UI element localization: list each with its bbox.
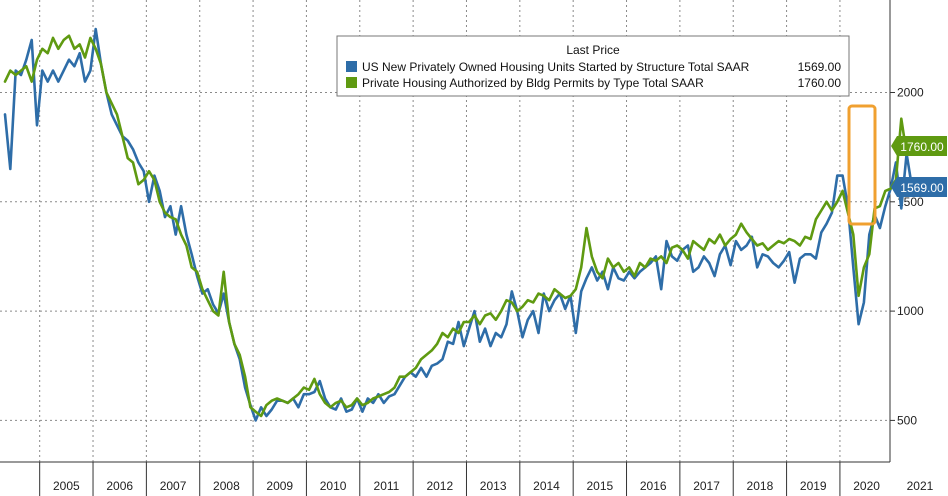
x-tick-label-2008: 2008 [213,479,240,493]
x-tick-label-2018: 2018 [747,479,774,493]
legend-title: Last Price [566,43,620,57]
x-tick-label-2009: 2009 [266,479,293,493]
y-tick-label-1000: 1000 [897,304,924,318]
x-tick-label-2012: 2012 [426,479,453,493]
x-tick-label-2019: 2019 [800,479,827,493]
legend-box [336,35,850,97]
x-tick-label-2011: 2011 [374,479,400,493]
x-tick-label-2007: 2007 [160,479,187,493]
last-value-badge-permits: 1760.00 [891,136,947,156]
x-axis: 2005 2006 2007 2008 2009 2010 2011 2012 2013 2014… [0,461,934,496]
badge-starts-value: 1569.00 [900,181,944,195]
legend-label-permits: Private Housing Authorized by Bldg Permi… [362,76,704,90]
legend-label-starts: US New Privately Owned Housing Units Sta… [362,60,750,74]
badge-starts-background [891,177,947,197]
series-line-permits [3,34,914,418]
last-value-badges: 1760.00 1569.00 [891,136,947,197]
x-tick-label-2020: 2020 [853,479,880,493]
y-tick-label-1500: 1500 [897,195,924,209]
legend-value-starts: 1569.00 [798,60,842,74]
y-tick-label-2000: 2000 [897,86,924,100]
legend: Last Price US New Privately Owned Housin… [336,35,850,97]
x-tick-label-2015: 2015 [586,479,613,493]
legend-swatch-permits [346,77,357,88]
x-tick-label-2006: 2006 [106,479,133,493]
legend-value-permits: 1760.00 [798,76,842,90]
badge-permits-value: 1760.00 [900,140,944,154]
x-tick-label-2014: 2014 [533,479,560,493]
badge-permits-background [891,136,947,156]
series-line-starts [3,27,914,422]
y-tick-label-500: 500 [897,413,917,427]
series-lines [3,27,914,422]
x-tick-label-2013: 2013 [480,479,507,493]
last-value-badge-starts: 1569.00 [891,177,947,197]
x-tick-label-2005: 2005 [53,479,80,493]
x-tick-label-2010: 2010 [320,479,347,493]
highlight-box [847,104,877,226]
y-axis: 500 1000 1500 2000 [889,0,924,462]
x-tick-label-2021: 2021 [907,479,934,493]
highlight-rect [847,104,877,226]
x-tick-label-2016: 2016 [640,479,667,493]
x-tick-label-2017: 2017 [693,479,720,493]
legend-swatch-starts [346,61,357,72]
